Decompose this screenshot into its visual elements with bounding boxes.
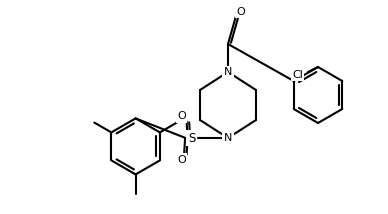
Text: Cl: Cl — [292, 70, 303, 80]
Text: N: N — [224, 133, 232, 143]
Text: S: S — [188, 131, 195, 144]
Text: N: N — [224, 67, 232, 77]
Text: O: O — [237, 7, 245, 17]
Text: O: O — [177, 111, 186, 121]
Text: O: O — [177, 155, 186, 165]
